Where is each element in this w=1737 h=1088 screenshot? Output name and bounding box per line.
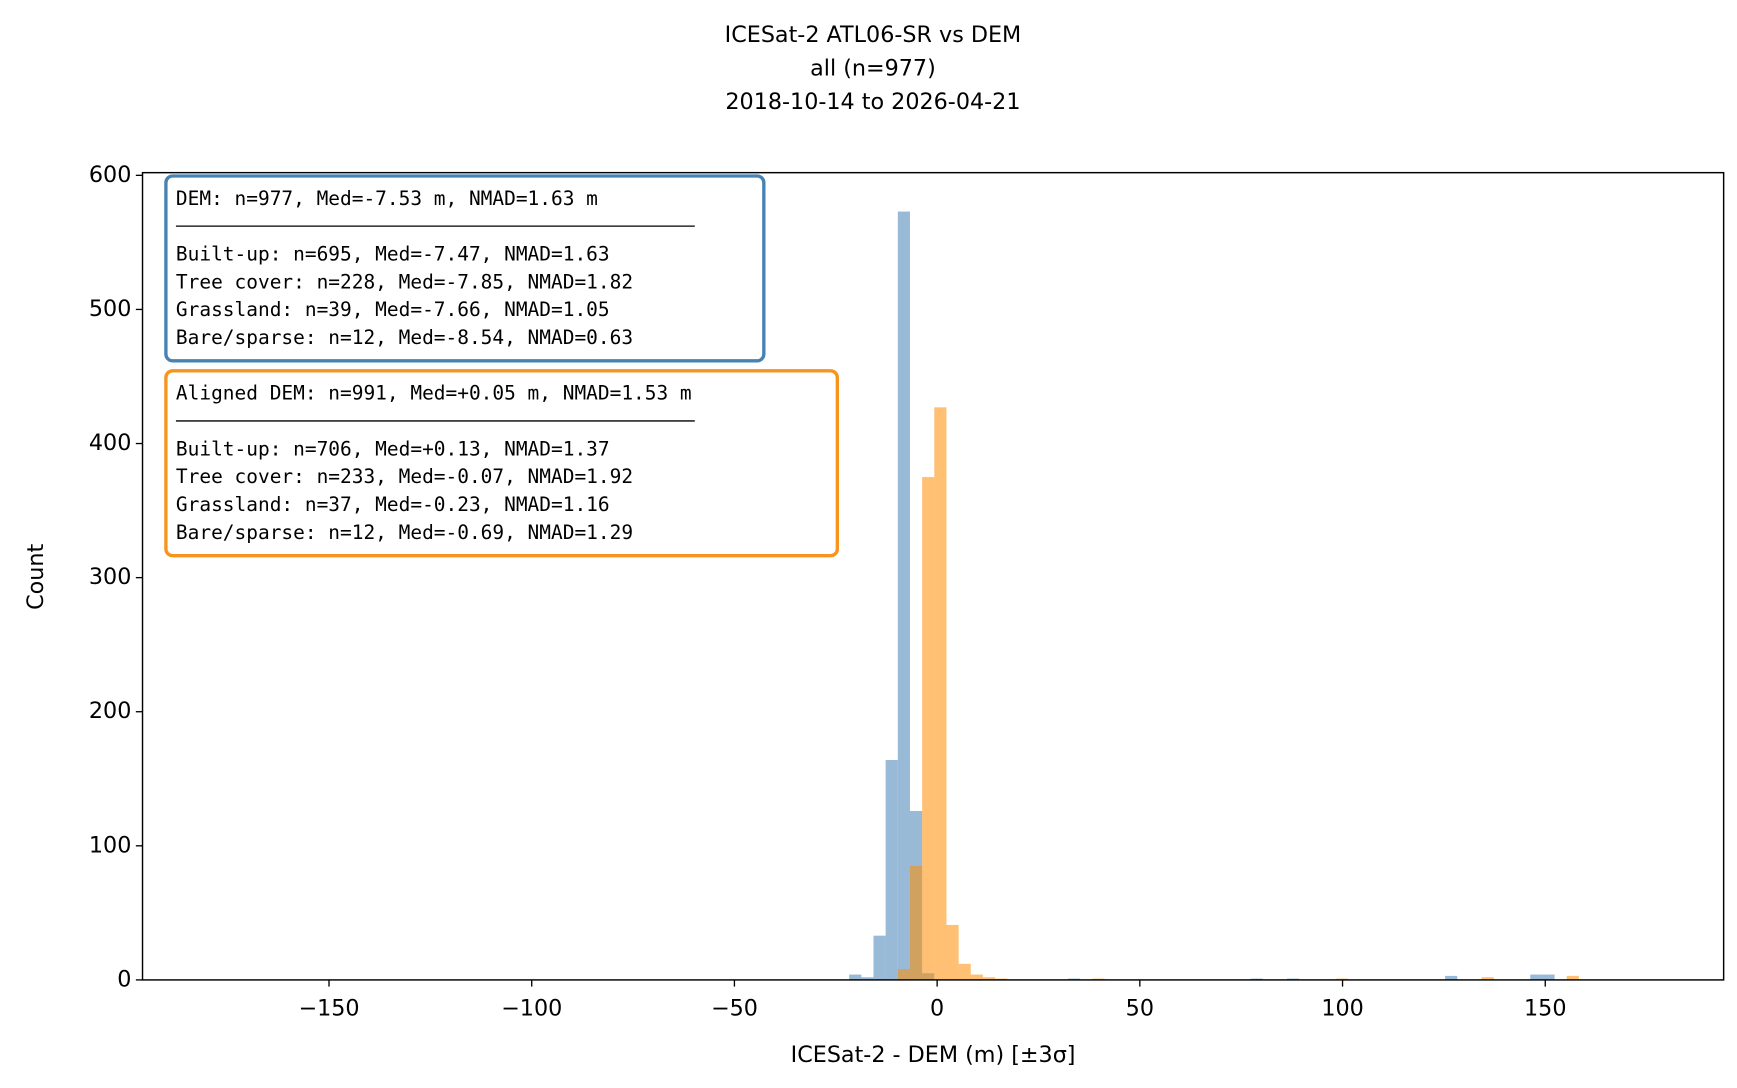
annotation-line: Built-up: n=695, Med=-7.47, NMAD=1.63 bbox=[176, 243, 610, 266]
histogram-bar bbox=[1542, 974, 1555, 980]
histogram-bar bbox=[897, 211, 910, 980]
histogram-bar bbox=[1481, 977, 1494, 980]
annotation-line: Bare/sparse: n=12, Med=-8.54, NMAD=0.63 bbox=[176, 326, 633, 349]
x-tick-label: −150 bbox=[298, 996, 359, 1022]
histogram-bar bbox=[958, 963, 971, 980]
annotation-line: Aligned DEM: n=991, Med=+0.05 m, NMAD=1.… bbox=[176, 382, 692, 405]
histogram-bar bbox=[970, 974, 983, 980]
plot-frame bbox=[141, 171, 1725, 981]
annotation-line: Tree cover: n=233, Med=-0.07, NMAD=1.92 bbox=[176, 465, 633, 488]
histogram-bar bbox=[1566, 975, 1579, 980]
annotation-box bbox=[164, 369, 839, 558]
histogram-bar bbox=[934, 407, 947, 980]
histogram-bar bbox=[885, 760, 898, 980]
histogram-bar bbox=[922, 477, 935, 980]
annotation-line: Built-up: n=706, Med=+0.13, NMAD=1.37 bbox=[176, 437, 610, 460]
x-tick-label: 150 bbox=[1524, 996, 1566, 1022]
chart-subtitle: 2018-10-14 to 2026-04-21 bbox=[725, 89, 1020, 115]
histogram-bar bbox=[861, 977, 874, 980]
y-tick-label: 100 bbox=[89, 832, 131, 858]
annotation-line: Grassland: n=37, Med=-0.23, NMAD=1.16 bbox=[176, 493, 610, 516]
chart-subtitle: all (n=977) bbox=[810, 56, 936, 82]
x-tick-label: 50 bbox=[1126, 996, 1154, 1022]
y-tick-label: 300 bbox=[89, 564, 131, 590]
x-tick-label: −100 bbox=[501, 996, 562, 1022]
annotation-line: Grassland: n=39, Med=-7.66, NMAD=1.05 bbox=[176, 298, 610, 321]
x-tick-label: 100 bbox=[1321, 996, 1363, 1022]
histogram-bar bbox=[873, 935, 886, 980]
y-tick-label: 600 bbox=[89, 162, 131, 188]
y-tick-label: 500 bbox=[89, 296, 131, 322]
annotation-line: DEM: n=977, Med=-7.53 m, NMAD=1.63 m bbox=[176, 187, 598, 210]
y-axis-label: Count bbox=[23, 544, 49, 610]
annotation-line: Bare/sparse: n=12, Med=-0.69, NMAD=1.29 bbox=[176, 521, 633, 544]
histogram-bar bbox=[982, 977, 996, 980]
histogram-bar bbox=[849, 974, 862, 980]
x-tick-label: −50 bbox=[711, 996, 758, 1022]
chart-title: ICESat-2 ATL06-SR vs DEM bbox=[725, 22, 1022, 48]
histogram-bar bbox=[909, 865, 923, 980]
annotation-box bbox=[164, 174, 766, 363]
y-tick-label: 0 bbox=[117, 966, 131, 992]
x-tick-label: 0 bbox=[930, 996, 944, 1022]
x-axis-label: ICESat-2 - DEM (m) [±3σ] bbox=[791, 1042, 1076, 1068]
histogram-bar bbox=[1445, 975, 1458, 980]
histogram-bar bbox=[897, 969, 910, 980]
histogram-bar bbox=[1530, 974, 1543, 980]
histogram-bar bbox=[946, 924, 959, 980]
y-tick-label: 400 bbox=[89, 430, 131, 456]
annotation-line: Tree cover: n=228, Med=-7.85, NMAD=1.82 bbox=[176, 270, 633, 293]
y-tick-label: 200 bbox=[89, 698, 131, 724]
